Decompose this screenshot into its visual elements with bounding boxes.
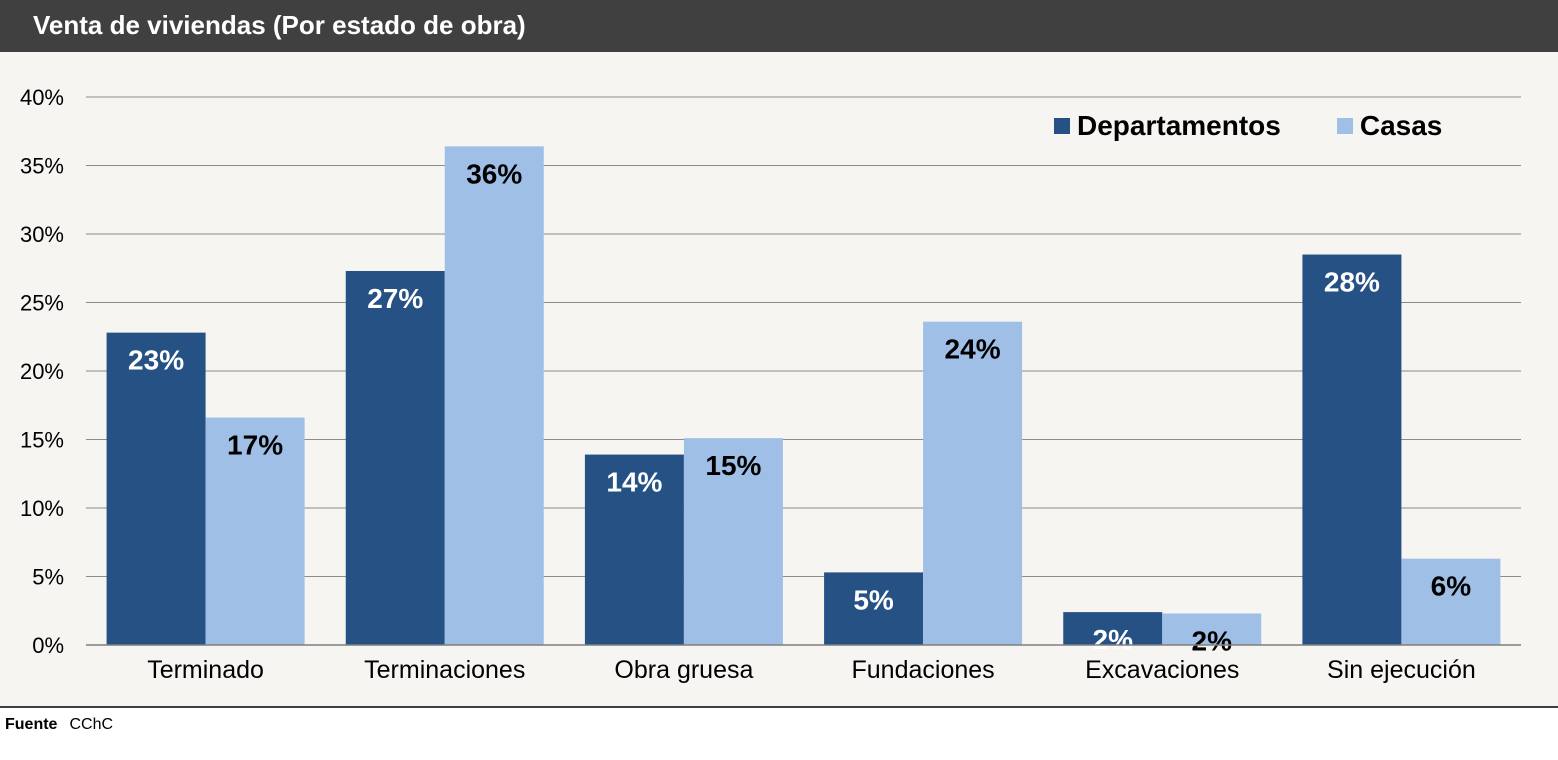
legend-item-departamentos: Departamentos — [1054, 110, 1281, 142]
y-tick-label: 15% — [20, 428, 64, 453]
bar-data-label: 2% — [1192, 625, 1233, 656]
bar-departamentos — [1302, 254, 1402, 646]
x-tick-label: Terminado — [147, 656, 264, 684]
x-tick-label: Obra gruesa — [614, 656, 753, 684]
bar-casas — [683, 438, 783, 645]
bar-departamentos — [345, 270, 445, 645]
chart-title: Venta de viviendas (Por estado de obra) — [33, 10, 526, 40]
bar-chart: 0% 5% 10% 15% 20% 25% 30% 35% 40% 23% 17% Terminado… — [20, 85, 1521, 684]
y-tick-label: 30% — [20, 222, 64, 247]
y-tick-label: 40% — [20, 85, 64, 110]
bar-casas — [1162, 613, 1262, 645]
bar-data-label: 2% — [1093, 624, 1134, 655]
x-tick-label: Terminaciones — [364, 656, 525, 684]
legend-label-casas: Casas — [1359, 110, 1443, 141]
bar-departamentos — [106, 332, 206, 645]
x-tick-label: Sin ejecución — [1327, 656, 1476, 684]
bar-data-label: 23% — [128, 345, 184, 376]
bar-casas — [444, 146, 544, 645]
bar-data-label: 36% — [466, 158, 522, 189]
bar-departamentos — [584, 454, 684, 645]
x-tick-label: Excavaciones — [1085, 656, 1239, 684]
bar-data-label: 14% — [606, 467, 662, 498]
bar-data-label: 24% — [945, 334, 1001, 365]
bar-data-label: 17% — [227, 430, 283, 461]
bar-departamentos — [824, 572, 924, 645]
legend-item-casas: Casas — [1336, 110, 1443, 142]
y-tick-label: 5% — [32, 565, 64, 590]
bar-data-label: 6% — [1431, 571, 1472, 602]
bottom-rule — [0, 706, 1558, 708]
legend-swatch-casas — [1336, 118, 1353, 134]
source-value: CChC — [69, 716, 114, 733]
source-note: Fuente CChC — [5, 716, 113, 734]
bar-departamentos — [1063, 612, 1163, 645]
y-tick-label: 25% — [20, 291, 64, 316]
bar-data-label: 5% — [853, 584, 894, 615]
bar-casas — [1401, 558, 1501, 645]
legend-swatch-departamentos — [1054, 118, 1070, 134]
bar-data-label: 15% — [705, 450, 761, 481]
legend: Departamentos Casas — [1054, 110, 1442, 142]
bar-data-label: 27% — [367, 283, 423, 314]
bar-casas — [205, 417, 305, 645]
x-tick-label: Fundaciones — [852, 656, 995, 684]
bar-casas — [923, 321, 1023, 645]
title-bar: Venta de viviendas (Por estado de obra) — [0, 0, 1558, 52]
legend-label-departamentos: Departamentos — [1077, 110, 1281, 141]
y-tick-label: 10% — [20, 496, 64, 521]
bar-data-label: 28% — [1324, 267, 1380, 298]
y-tick-label: 20% — [20, 359, 64, 384]
source-label: Fuente — [5, 716, 58, 733]
y-tick-label: 35% — [20, 154, 64, 179]
y-tick-label: 0% — [32, 633, 64, 658]
